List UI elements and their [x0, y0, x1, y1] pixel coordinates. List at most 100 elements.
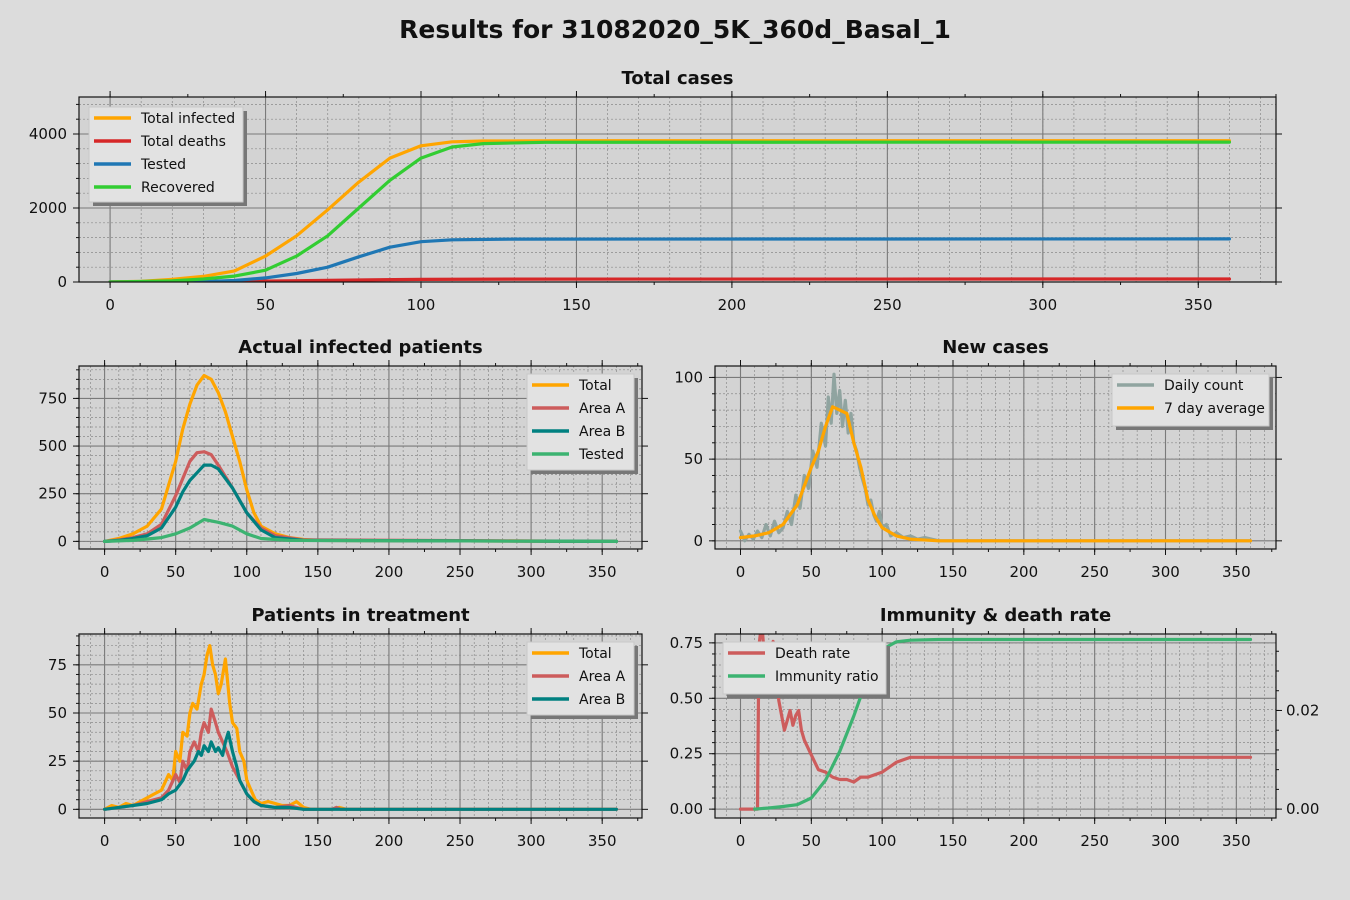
x-tick-label: 100	[868, 563, 897, 581]
series-group	[103, 373, 618, 543]
x-tick-label: 300	[1151, 563, 1180, 581]
x-tick-label: 350	[1222, 563, 1251, 581]
y-tick-label: 0.00	[670, 800, 703, 818]
x-tick-label: 100	[407, 296, 436, 314]
y-tick-label: 75	[48, 656, 67, 674]
x-tick-label: 300	[1028, 296, 1057, 314]
x-tick-label: 200	[375, 832, 404, 850]
x-tick-label: 350	[1222, 832, 1251, 850]
x-tick-label: 250	[446, 563, 475, 581]
x-tick-label: 350	[1184, 296, 1213, 314]
y-tick-label: 2000	[29, 199, 67, 217]
figure-title: Results for 31082020_5K_360d_Basal_1	[399, 15, 951, 44]
x-tick-label: 150	[304, 563, 333, 581]
panel-immunity-death: 0 50 100 150 200 250 300 350 0.00 0.25 0.50 0.75 0.0…	[670, 605, 1320, 850]
series-line-2	[103, 730, 618, 811]
series-line-3	[108, 140, 1231, 282]
series-group	[738, 372, 1253, 543]
y-tick-label: 50	[684, 450, 703, 468]
axes-frame	[714, 633, 1277, 819]
x-tick-label: 50	[166, 832, 185, 850]
legend-box	[1111, 373, 1270, 427]
legend-label: Area A	[579, 669, 626, 685]
x-tick-label: 250	[446, 832, 475, 850]
x-tick-label: 200	[1010, 563, 1039, 581]
panel-title: Immunity & death rate	[880, 605, 1111, 626]
y-tick-label: 4000	[29, 125, 67, 143]
x-tick-label: 50	[802, 563, 821, 581]
x-tick-label: 300	[1151, 832, 1180, 850]
series-line-0	[738, 372, 1253, 543]
y-tick-label: 50	[48, 704, 67, 722]
y-tick-label: 100	[674, 368, 703, 386]
x-tick-label: 150	[304, 832, 333, 850]
y-tick-label: 25	[48, 752, 67, 770]
y-tick-label: 0	[57, 532, 67, 550]
y2-tick-label: 0.02	[1286, 701, 1319, 719]
legend-label: Total deaths	[140, 134, 226, 150]
legend-label: Total	[578, 646, 612, 662]
x-tick-label: 100	[232, 832, 261, 850]
x-tick-label: 300	[517, 563, 546, 581]
series-group	[108, 139, 1231, 282]
legend-label: 7 day average	[1164, 401, 1265, 417]
legend-label: Recovered	[141, 180, 215, 196]
series-line-1	[753, 637, 1253, 811]
x-tick-label: 0	[736, 832, 746, 850]
x-tick-label: 250	[1080, 832, 1109, 850]
panel-actual-infected: 0 50 100 150 200 250 300 350 0 250 500 750 Actual in…	[38, 337, 648, 581]
x-tick-label: 100	[868, 832, 897, 850]
series-line-3	[103, 517, 618, 543]
axes-background	[79, 97, 1276, 282]
legend-box	[722, 641, 887, 695]
x-tick-label: 0	[736, 563, 746, 581]
series-line-2	[103, 463, 618, 543]
x-tick-label: 50	[166, 563, 185, 581]
legend-label: Area B	[579, 692, 625, 708]
x-tick-label: 250	[873, 296, 902, 314]
x-tick-label: 200	[718, 296, 747, 314]
y-tick-label: 250	[38, 485, 67, 503]
x-tick-label: 100	[232, 563, 261, 581]
x-tick-label: 300	[517, 832, 546, 850]
y-tick-label: 0	[57, 273, 67, 291]
series-line-0	[108, 139, 1231, 282]
axes-frame	[714, 365, 1277, 550]
x-tick-label: 0	[100, 832, 110, 850]
x-tick-label: 350	[588, 563, 617, 581]
legend-label: Death rate	[775, 646, 850, 662]
panel-title: Actual infected patients	[238, 337, 482, 358]
panel-title: Patients in treatment	[251, 605, 470, 626]
x-tick-label: 250	[1080, 563, 1109, 581]
y-tick-label: 0	[57, 800, 67, 818]
legend-label: Tested	[140, 157, 186, 173]
axes-frame	[78, 633, 643, 819]
x-tick-label: 200	[1010, 832, 1039, 850]
legend-label: Area B	[579, 424, 625, 440]
axes-frame	[78, 96, 1277, 283]
panel-patients-treatment: 0 50 100 150 200 250 300 350 0 25 50 75 Patients in …	[48, 605, 648, 850]
series-line-1	[738, 405, 1253, 543]
x-tick-label: 200	[375, 563, 404, 581]
y-tick-label: 750	[38, 389, 67, 407]
panel-total-cases: 0 50 100 150 200 250 300 350 0 2000 4000 Total case…	[29, 68, 1282, 314]
y-tick-label: 0.75	[670, 634, 703, 652]
axes-frame	[78, 365, 643, 550]
x-tick-label: 150	[939, 563, 968, 581]
y-tick-label: 500	[38, 437, 67, 455]
series-group	[103, 644, 618, 811]
x-tick-label: 0	[105, 296, 115, 314]
y-tick-label: 0.50	[670, 689, 703, 707]
series-line-2	[108, 237, 1231, 282]
y-tick-label: 0.25	[670, 745, 703, 763]
x-tick-label: 150	[562, 296, 591, 314]
legend-label: Total infected	[140, 111, 235, 127]
legend-label: Total	[578, 378, 612, 394]
legend-label: Tested	[578, 447, 624, 463]
legend-label: Daily count	[1164, 378, 1244, 394]
panel-new-cases: 0 50 100 150 200 250 300 350 0 50 100 New cases Dail…	[674, 337, 1282, 581]
y-tick-label: 0	[693, 532, 703, 550]
x-tick-label: 50	[802, 832, 821, 850]
x-tick-label: 0	[100, 563, 110, 581]
